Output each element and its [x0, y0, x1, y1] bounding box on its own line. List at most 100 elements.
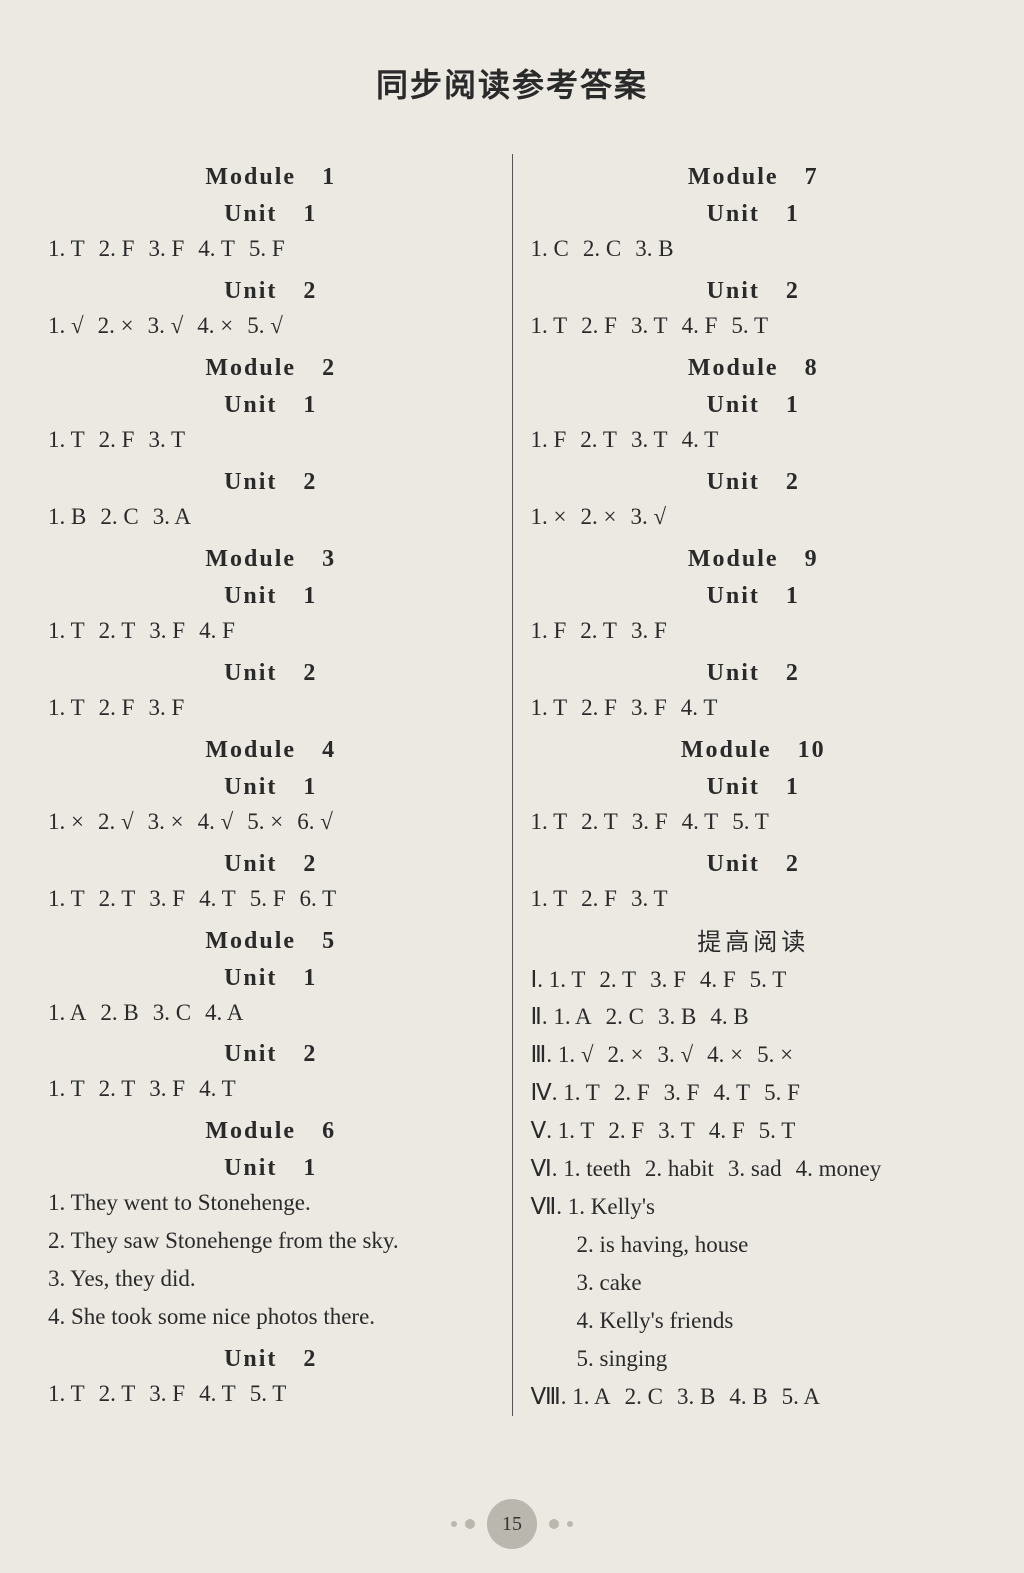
- answer-item: 3. sad: [728, 1156, 782, 1181]
- answer-item: 2. F: [99, 427, 135, 452]
- answer-item: 3. F: [149, 618, 185, 643]
- answer-line: 1. T2. F3. T4. F5. T: [531, 307, 977, 345]
- answer-item: 2. T: [581, 809, 618, 834]
- answer-item: 2. B: [100, 1000, 138, 1025]
- answer-line: Ⅷ. 1. A2. C3. B4. B5. A: [531, 1378, 977, 1416]
- answer-item: 4. T: [682, 427, 719, 452]
- pager-dot-right: [567, 1521, 573, 1527]
- answer-item: 6. √: [297, 809, 333, 834]
- answer-line: 1. F2. T3. F: [531, 612, 977, 650]
- answer-item: 1. F: [531, 427, 567, 452]
- answer-item: 3. F: [664, 1080, 700, 1105]
- unit-heading: Unit 1: [48, 193, 494, 228]
- answer-item: 1. A: [48, 1000, 86, 1025]
- answer-item: 5. ×: [757, 1042, 793, 1067]
- text-line: Ⅶ. 1. Kelly's: [531, 1188, 977, 1226]
- text-line: 2. They saw Stonehenge from the sky.: [48, 1222, 494, 1260]
- answer-item: 3. ×: [148, 809, 184, 834]
- text-line: 5. singing: [531, 1340, 977, 1378]
- answer-item: Ⅵ. 1. teeth: [531, 1156, 631, 1181]
- answer-item: 3. B: [635, 236, 673, 261]
- answer-item: 2. T: [99, 886, 136, 911]
- unit-heading: Unit 2: [48, 652, 494, 687]
- answer-item: 3. T: [631, 427, 668, 452]
- answer-line: 1. T2. T3. F4. F: [48, 612, 494, 650]
- module-heading: Module 3: [48, 538, 494, 573]
- answer-line: Ⅴ. 1. T2. F3. T4. F5. T: [531, 1112, 977, 1150]
- answer-item: 2. C: [625, 1384, 663, 1409]
- unit-heading: Unit 1: [48, 957, 494, 992]
- answer-item: 1. ×: [48, 809, 84, 834]
- answer-item: 1. T: [48, 618, 85, 643]
- answer-item: 4. T: [198, 236, 235, 261]
- answer-item: 3. F: [148, 695, 184, 720]
- answer-item: 4. F: [700, 967, 736, 992]
- text-line: 1. They went to Stonehenge.: [48, 1184, 494, 1222]
- answer-item: 1. T: [48, 236, 85, 261]
- answer-item: 3. F: [632, 809, 668, 834]
- answer-item: 4. money: [796, 1156, 882, 1181]
- answer-item: 2. T: [99, 1076, 136, 1101]
- answer-line: 1. T2. F3. T: [48, 421, 494, 459]
- answer-line: 1. C2. C3. B: [531, 230, 977, 268]
- answer-item: 2. C: [583, 236, 621, 261]
- answer-item: 1. T: [531, 313, 568, 338]
- columns-container: Module 1Unit 11. T2. F3. F4. T5. FUnit 2…: [30, 154, 994, 1416]
- pager-dot-left: [451, 1521, 457, 1527]
- answer-line: 1. T2. F3. F4. T5. F: [48, 230, 494, 268]
- page-number-badge: 15: [487, 1499, 537, 1549]
- answer-item: 1. T: [531, 809, 568, 834]
- answer-item: 5. T: [732, 809, 769, 834]
- section-heading: 提高阅读: [531, 922, 977, 957]
- answer-item: 2. F: [99, 695, 135, 720]
- answer-item: Ⅰ. 1. T: [531, 967, 586, 992]
- unit-heading: Unit 2: [48, 1033, 494, 1068]
- unit-heading: Unit 2: [531, 270, 977, 305]
- unit-heading: Unit 1: [531, 575, 977, 610]
- answer-item: 2. T: [599, 967, 636, 992]
- answer-item: 2. ×: [607, 1042, 643, 1067]
- unit-heading: Unit 1: [48, 1147, 494, 1182]
- answer-item: 5. T: [731, 313, 768, 338]
- page-number-text: 15: [502, 1513, 522, 1536]
- answer-item: 2. F: [608, 1118, 644, 1143]
- module-heading: Module 9: [531, 538, 977, 573]
- answer-item: 2. C: [100, 504, 138, 529]
- answer-line: 1. T2. T3. F4. T: [48, 1070, 494, 1108]
- module-heading: Module 7: [531, 156, 977, 191]
- answer-item: 1. F: [531, 618, 567, 643]
- left-column: Module 1Unit 11. T2. F3. F4. T5. FUnit 2…: [30, 154, 513, 1416]
- answer-item: 4. T: [199, 1076, 236, 1101]
- answer-item: 2. F: [581, 313, 617, 338]
- text-line: 3. cake: [531, 1264, 977, 1302]
- module-heading: Module 1: [48, 156, 494, 191]
- answer-line: Ⅵ. 1. teeth2. habit3. sad4. money: [531, 1150, 977, 1188]
- module-heading: Module 8: [531, 347, 977, 382]
- unit-heading: Unit 2: [48, 1338, 494, 1373]
- module-heading: Module 6: [48, 1110, 494, 1145]
- answer-line: 1. A2. B3. C4. A: [48, 994, 494, 1032]
- answer-item: 4. T: [713, 1080, 750, 1105]
- answer-item: 5. √: [247, 313, 283, 338]
- answer-item: 1. T: [48, 886, 85, 911]
- answer-item: Ⅷ. 1. A: [531, 1384, 611, 1409]
- answer-item: 2. ×: [98, 313, 134, 338]
- unit-heading: Unit 2: [531, 461, 977, 496]
- answer-item: 1. T: [48, 1076, 85, 1101]
- answer-item: 5. T: [750, 967, 787, 992]
- answer-item: 3. A: [153, 504, 191, 529]
- answer-line: 1. F 2. T 3. T 4. T: [531, 421, 977, 459]
- answer-line: 1. T2. F3. F4. T: [531, 689, 977, 727]
- right-column: Module 7Unit 11. C2. C3. BUnit 21. T2. F…: [513, 154, 995, 1416]
- answer-item: 2. T: [580, 427, 617, 452]
- answer-item: 2. C: [606, 1004, 644, 1029]
- unit-heading: Unit 2: [48, 270, 494, 305]
- answer-item: 4. T: [682, 809, 719, 834]
- answer-item: 3. C: [153, 1000, 191, 1025]
- answer-item: 2. ×: [580, 504, 616, 529]
- answer-item: Ⅲ. 1. √: [531, 1042, 594, 1067]
- module-heading: Module 5: [48, 920, 494, 955]
- answer-key-page: 同步阅读参考答案 Module 1Unit 11. T2. F3. F4. T5…: [0, 0, 1024, 1573]
- text-line: 3. Yes, they did.: [48, 1260, 494, 1298]
- answer-item: 2. F: [581, 886, 617, 911]
